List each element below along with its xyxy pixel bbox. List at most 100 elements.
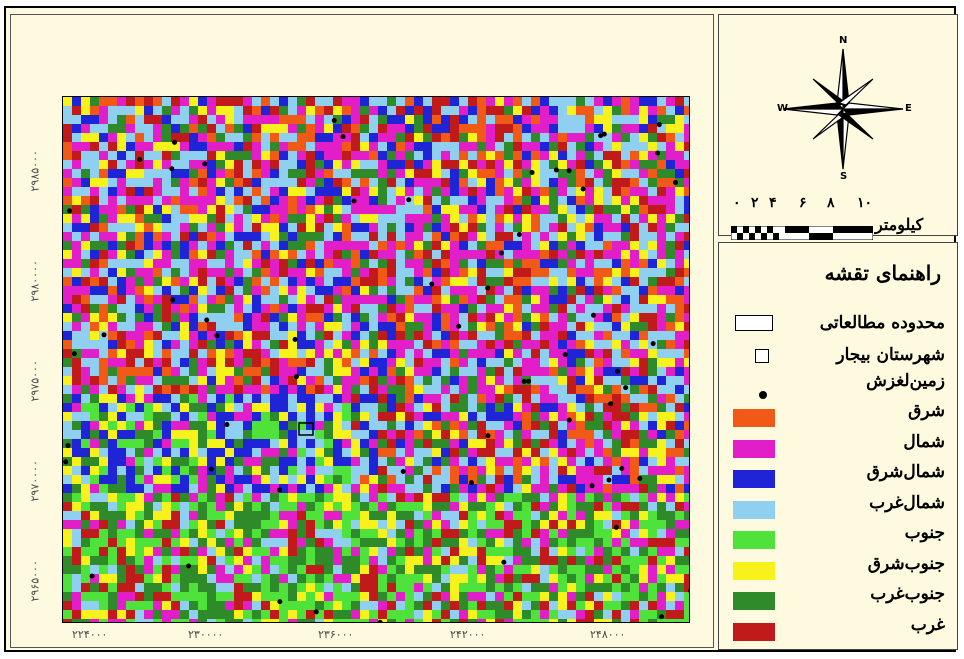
landslide-point [172,139,178,145]
landslide-point [655,150,661,156]
legend-row-class: جنوب‌غرب [725,584,945,610]
legend-swatch [733,592,775,610]
landslide-point [656,122,662,128]
legend-row-city: شهرستان بیجار [725,345,945,367]
legend-swatch [733,561,775,580]
legend-class-label: شرق [908,401,945,421]
landslide-point [521,378,527,384]
landslide-point [277,487,283,493]
landslide-point [313,609,319,615]
legend-swatch [733,500,775,519]
landslide-point [137,157,143,163]
legend-row-class: شمال‌غرب [725,492,945,519]
scale-num-10: ۱۰ [857,195,873,211]
landslide-point [293,374,299,380]
landslide-point [101,332,107,338]
y-tick-5: ۲۹۶۵۰۰۰ [28,560,42,602]
landslide-point [65,443,71,449]
landslide-point [169,166,175,172]
scale-num-8: ۸ [827,195,835,211]
legend-class-label: شمال [903,431,945,452]
y-tick-4: ۲۹۷۰۰۰۰ [28,460,42,502]
landslide-point [498,250,504,256]
landslide-point [501,559,507,565]
landslide-point [204,317,210,323]
landslide-point [208,466,214,472]
legend-class-label: شمال‌غرب [869,492,945,513]
landslide-point [202,161,208,167]
legend-title: راهنمای تقشه [824,261,941,285]
scale-num-0: ۰ [733,195,741,211]
landslide-point [589,483,595,489]
legend-swatch [733,409,775,427]
x-tick-1: ۲۲۴۰۰۰ [72,628,108,641]
landslide-point [292,336,298,342]
map-legend: راهنمای تقشه محدوده مطالعاتی شهرستان بیج… [718,242,958,650]
compass-s-label: S [840,171,848,182]
scale-bar [730,225,874,241]
landslide-point [485,433,491,439]
landslide-point [277,599,283,605]
landslide-dot-icon [759,391,767,399]
landslide-point [456,323,462,329]
north-arrow-panel: N S E W ۰ ۲ ۴ ۶ ۸ ۱۰ کیلومتر [718,14,958,241]
legend-label-city: شهرستان بیجار [836,345,945,365]
y-tick-2: ۲۹۸۰۰۰۰ [28,260,42,302]
legend-class-label: جنوب [904,523,945,543]
landslide-point [566,417,572,423]
aspect-raster-map[interactable] [62,96,690,623]
legend-swatch [733,531,775,549]
legend-row-class: جنوب [725,523,945,549]
landslide-point [71,351,77,357]
landslide-point [619,466,625,472]
scale-numbers: ۰ ۲ ۴ ۶ ۸ ۱۰ [729,195,889,215]
landslide-point [351,198,357,204]
city-square-icon [755,349,769,363]
legend-row-class: شمال [725,431,945,458]
landslide-point [400,469,406,475]
y-tick-3: ۲۹۷۵۰۰۰ [28,360,42,402]
legend-swatch [733,439,775,458]
y-tick-1: ۲۹۸۵۰۰۰ [28,150,42,192]
landslide-point [406,197,412,203]
x-tick-2: ۲۳۰۰۰۰ [188,628,224,641]
landslide-point [606,477,612,483]
legend-row-landslide: زمین‌لغزش [725,371,945,399]
landslide-point [580,186,586,192]
landslide-point [340,134,346,140]
legend-row-study-area: محدوده مطالعاتی [725,313,945,335]
x-tick-5: ۲۴۸۰۰۰ [590,628,626,641]
landslide-point [377,619,383,622]
legend-row-class: شرق [725,401,945,427]
landslide-point [429,281,435,287]
landslide-point [673,179,679,185]
landslide-point [516,231,522,237]
landslide-point [608,401,614,407]
x-tick-3: ۲۳۶۰۰۰ [318,628,354,641]
aspect-raster-svg [63,97,689,622]
landslide-point [637,475,643,481]
landslide-point [615,368,621,374]
landslide-point [67,208,73,214]
landslide-point [186,563,192,569]
legend-label-study-area: محدوده مطالعاتی [819,313,945,333]
landslide-point [650,341,656,347]
scale-num-6: ۶ [799,195,807,211]
legend-class-label: شمال‌شرق [866,462,945,482]
compass-n-label: N [839,35,848,46]
legend-row-class: جنوب‌شرق [725,554,945,580]
landslide-point [562,352,568,358]
landslide-point [601,131,607,137]
landslide-point [566,168,572,174]
landslide-point [613,524,619,530]
legend-row-class: غرب [725,614,945,641]
landslide-point [659,614,665,620]
legend-class-label: غرب [910,614,945,635]
legend-class-label: جنوب‌غرب [870,584,945,604]
landslide-point [590,312,596,318]
landslide-point [63,459,69,465]
landslide-point [331,118,337,124]
landslide-point [688,588,689,593]
landslide-point [553,167,559,173]
legend-label-landslide: زمین‌لغزش [866,371,945,391]
